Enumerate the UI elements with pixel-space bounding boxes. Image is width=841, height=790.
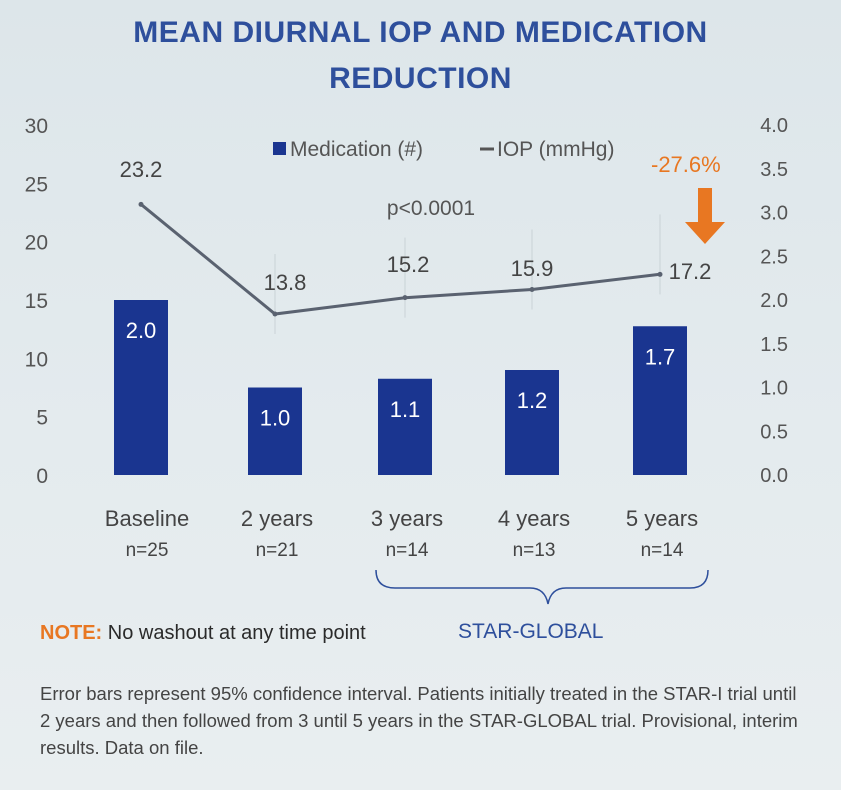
category-label: Baseline (105, 506, 189, 531)
combo-chart: 0 5 10 15 20 25 30 0.0 0.5 1.0 1.5 2.0 2.5 3.0 3.5 4.0 2… (25, 115, 788, 605)
category-sample-size: n=25 (126, 540, 169, 561)
iop-point (138, 201, 144, 207)
iop-point-label: 23.2 (120, 157, 163, 182)
medication-bar-label: 2.0 (126, 318, 157, 343)
iop-point-label: 13.8 (264, 270, 307, 295)
category-label: 2 years (241, 506, 313, 531)
iop-point (657, 271, 663, 277)
left-axis-tick: 25 (25, 173, 48, 196)
medication-bar (505, 370, 559, 475)
medication-bar (248, 387, 302, 475)
note-line: NOTE: No washout at any time point (40, 622, 366, 645)
p-value-annotation: p<0.0001 (387, 197, 475, 220)
legend-iop-label: IOP (mmHg) (497, 138, 614, 161)
medication-bar (378, 378, 432, 475)
footnote: Error bars represent 95% confidence inte… (40, 683, 798, 758)
right-axis-tick: 0.0 (760, 465, 788, 487)
note-text: No washout at any time point (102, 622, 366, 644)
reduction-arrow (685, 188, 725, 244)
note-keyword: NOTE: (40, 622, 103, 644)
group-label: STAR-GLOBAL (458, 620, 604, 643)
left-axis-tick: 30 (25, 115, 48, 138)
group-bracket (375, 569, 709, 605)
medication-bar (114, 300, 168, 475)
right-axis-tick: 3.5 (760, 159, 788, 181)
category-sample-size: n=14 (386, 540, 429, 561)
category-sample-size: n=13 (513, 540, 556, 561)
iop-point-label: 15.2 (387, 252, 430, 277)
legend-medication-label: Medication (#) (290, 138, 423, 161)
left-axis-tick: 15 (25, 290, 48, 313)
medication-bar-label: 1.2 (517, 388, 548, 413)
medication-bar-label: 1.7 (645, 344, 676, 369)
right-axis-tick: 0.5 (760, 421, 788, 443)
reduction-annotation: -27.6% (651, 152, 721, 177)
medication-bar (633, 326, 687, 475)
right-axis-tick: 2.0 (760, 290, 788, 312)
category-label: 3 years (371, 506, 443, 531)
left-axis-tick: 5 (36, 407, 48, 430)
left-axis-tick: 0 (36, 465, 48, 488)
medication-bar-label: 1.1 (390, 397, 421, 422)
chart-title-line-2: REDUCTION (329, 62, 512, 95)
left-axis-tick: 10 (25, 348, 48, 371)
iop-point (272, 311, 278, 317)
right-axis-tick: 4.0 (760, 115, 788, 137)
right-axis-tick: 2.5 (760, 246, 788, 268)
category-sample-size: n=14 (641, 540, 684, 561)
iop-point (402, 295, 408, 301)
right-axis-tick: 1.0 (760, 378, 788, 400)
chart-title-line-1: MEAN DIURNAL IOP AND MEDICATION (133, 16, 708, 49)
iop-point-label: 17.2 (669, 259, 712, 284)
legend-medication-swatch (273, 142, 286, 155)
category-label: 5 years (626, 506, 698, 531)
category-sample-size: n=21 (256, 540, 299, 561)
right-axis-tick: 1.5 (760, 334, 788, 356)
right-axis-tick: 3.0 (760, 203, 788, 225)
medication-bar-label: 1.0 (260, 406, 291, 431)
left-axis-tick: 20 (25, 232, 48, 255)
iop-point (529, 287, 535, 292)
iop-point-label: 15.9 (511, 256, 554, 281)
category-label: 4 years (498, 506, 570, 531)
